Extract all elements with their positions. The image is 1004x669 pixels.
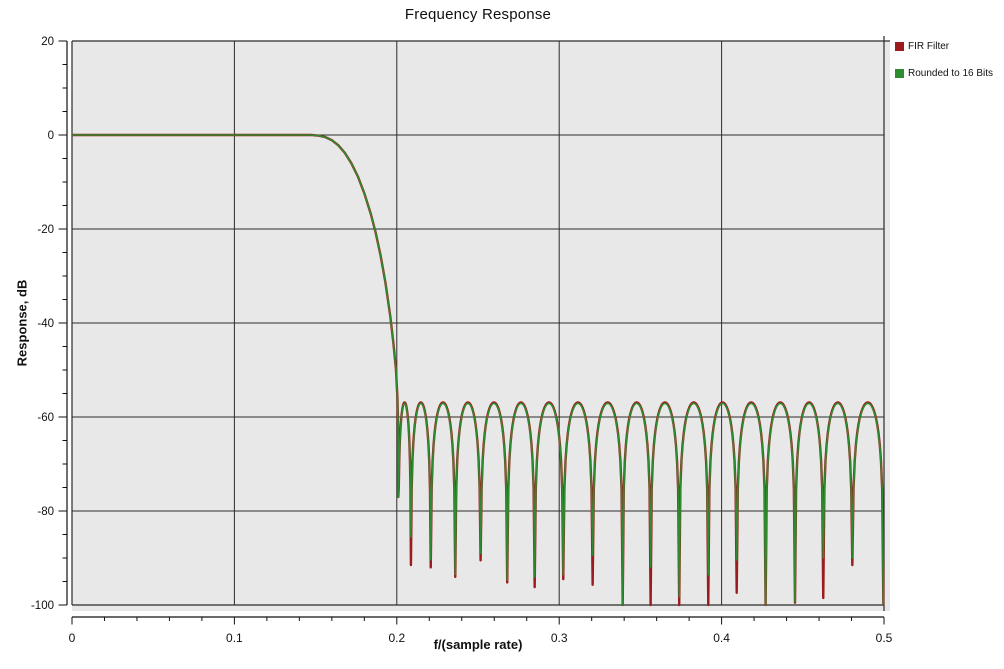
x-tick-label: 0.3 — [551, 631, 568, 645]
legend-swatch-rounded — [895, 68, 904, 78]
x-tick-label: 0.4 — [713, 631, 730, 645]
y-tick-label: 0 — [48, 130, 54, 142]
y-tick-label: 20 — [41, 36, 54, 48]
legend-item-rounded: Rounded to 16 Bits — [895, 66, 993, 80]
x-tick-label: 0.2 — [388, 631, 405, 645]
rounded-to-16-bits-curve — [72, 134, 885, 606]
y-tick-label: -80 — [37, 506, 54, 518]
y-tick-label: -40 — [37, 318, 54, 330]
chart-title: Frequency Response — [404, 6, 552, 23]
legend-label-fir-filter: FIR Filter — [908, 40, 950, 52]
y-tick-label: -20 — [37, 224, 54, 236]
legend-swatch-fir-filter — [895, 41, 904, 51]
x-tick-label: 0 — [69, 631, 76, 645]
y-tick-label: -100 — [31, 600, 54, 612]
legend: FIR Filter Rounded to 16 Bits — [895, 39, 993, 93]
x-tick-label: 0.5 — [876, 631, 893, 645]
y-axis-title: Response, dB — [14, 279, 30, 367]
legend-item-fir-filter: FIR Filter — [895, 39, 993, 53]
x-tick-label: 0.1 — [226, 631, 243, 645]
x-axis-title: f/(sample rate) — [433, 637, 523, 652]
y-tick-label: -60 — [37, 412, 54, 424]
legend-label-rounded: Rounded to 16 Bits — [908, 67, 994, 79]
